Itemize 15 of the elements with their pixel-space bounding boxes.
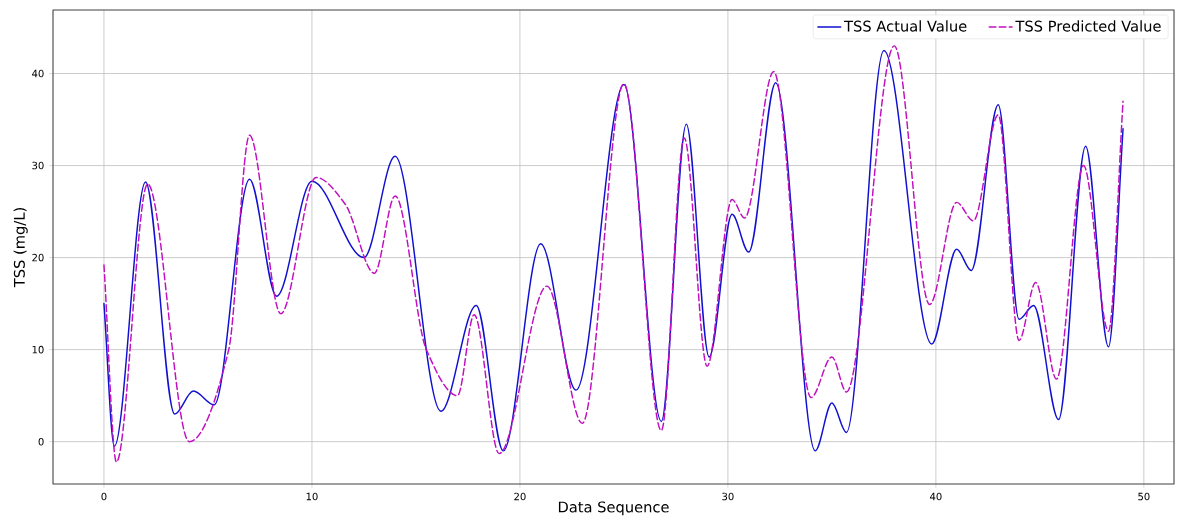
legend-label: TSS Actual Value [844, 20, 967, 32]
legend-label: TSS Predicted Value [1015, 20, 1161, 32]
y-axis-title: TSS (mg/L) [13, 208, 28, 288]
y-tick-label: 30 [32, 161, 44, 170]
x-tick-label: 50 [1138, 492, 1150, 501]
y-tick-label: 10 [32, 345, 44, 354]
y-tick-label: 40 [32, 69, 44, 78]
x-tick-label: 30 [722, 492, 734, 501]
y-tick-label: 0 [38, 437, 44, 446]
y-tick-label: 20 [32, 253, 44, 262]
x-tick-label: 40 [929, 492, 942, 501]
x-tick-label: 10 [306, 492, 318, 501]
x-tick-label: 0 [101, 492, 107, 501]
x-axis-title: Data Sequence [558, 501, 669, 516]
x-tick-label: 20 [514, 492, 526, 501]
